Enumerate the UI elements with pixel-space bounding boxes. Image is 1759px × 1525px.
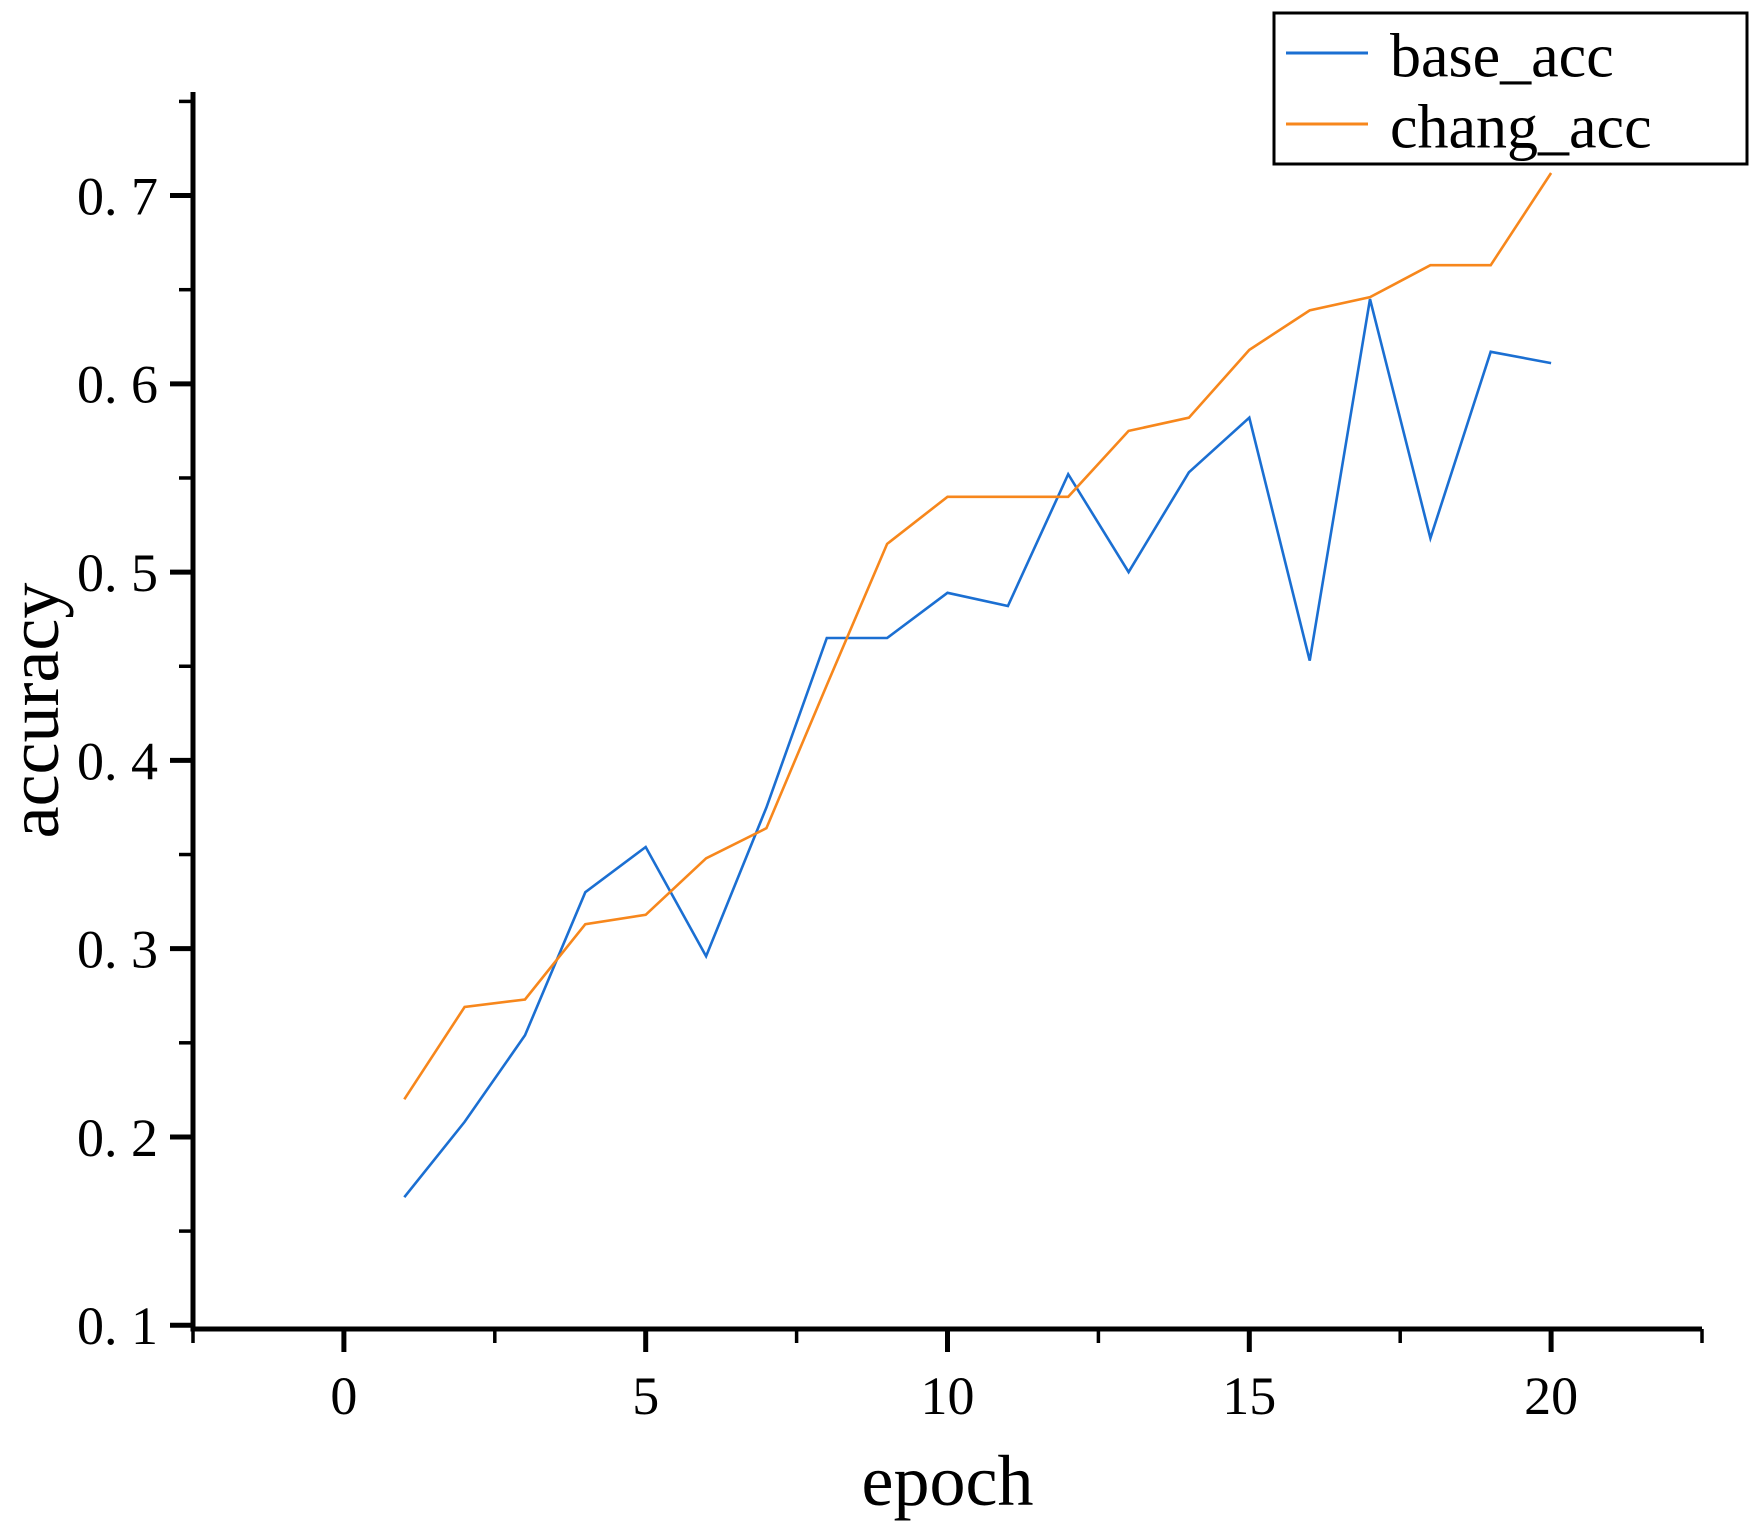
y-tick-label: 0. 5 bbox=[77, 543, 158, 603]
x-tick-label: 20 bbox=[1524, 1366, 1578, 1426]
y-tick-label: 0. 4 bbox=[77, 731, 158, 791]
y-tick-label: 0. 3 bbox=[77, 920, 158, 980]
x-tick-label: 15 bbox=[1222, 1366, 1276, 1426]
y-tick-label: 0. 2 bbox=[77, 1108, 158, 1168]
legend-box bbox=[1272, 11, 1749, 166]
legend-label-base_acc: base_acc bbox=[1390, 23, 1614, 91]
series-line-chang_acc bbox=[403, 172, 1553, 1101]
x-tick-label: 5 bbox=[632, 1366, 659, 1426]
x-tick-label: 0 bbox=[330, 1366, 357, 1426]
y-tick-label: 0. 6 bbox=[77, 355, 158, 415]
y-axis-title: accuracy bbox=[0, 583, 74, 839]
x-axis-title: epoch bbox=[862, 1441, 1034, 1521]
x-tick-label: 10 bbox=[921, 1366, 975, 1426]
y-tick-label: 0. 7 bbox=[77, 166, 158, 226]
series-line-base_acc bbox=[403, 298, 1552, 1199]
legend-label-chang_acc: chang_acc bbox=[1390, 94, 1652, 162]
y-tick-label: 0. 1 bbox=[77, 1296, 158, 1356]
